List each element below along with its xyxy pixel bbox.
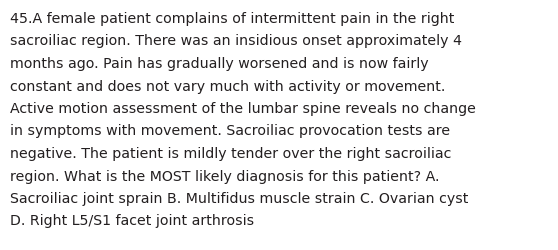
Text: negative. The patient is mildly tender over the right sacroiliac: negative. The patient is mildly tender o…: [10, 146, 451, 160]
Text: Sacroiliac joint sprain B. Multifidus muscle strain C. Ovarian cyst: Sacroiliac joint sprain B. Multifidus mu…: [10, 191, 468, 205]
Text: sacroiliac region. There was an insidious onset approximately 4: sacroiliac region. There was an insidiou…: [10, 34, 462, 48]
Text: months ago. Pain has gradually worsened and is now fairly: months ago. Pain has gradually worsened …: [10, 57, 429, 71]
Text: 45.A female patient complains of intermittent pain in the right: 45.A female patient complains of intermi…: [10, 12, 454, 26]
Text: Active motion assessment of the lumbar spine reveals no change: Active motion assessment of the lumbar s…: [10, 102, 476, 116]
Text: D. Right L5/S1 facet joint arthrosis: D. Right L5/S1 facet joint arthrosis: [10, 214, 254, 228]
Text: in symptoms with movement. Sacroiliac provocation tests are: in symptoms with movement. Sacroiliac pr…: [10, 124, 450, 138]
Text: constant and does not vary much with activity or movement.: constant and does not vary much with act…: [10, 79, 445, 93]
Text: region. What is the MOST likely diagnosis for this patient? A.: region. What is the MOST likely diagnosi…: [10, 169, 440, 183]
